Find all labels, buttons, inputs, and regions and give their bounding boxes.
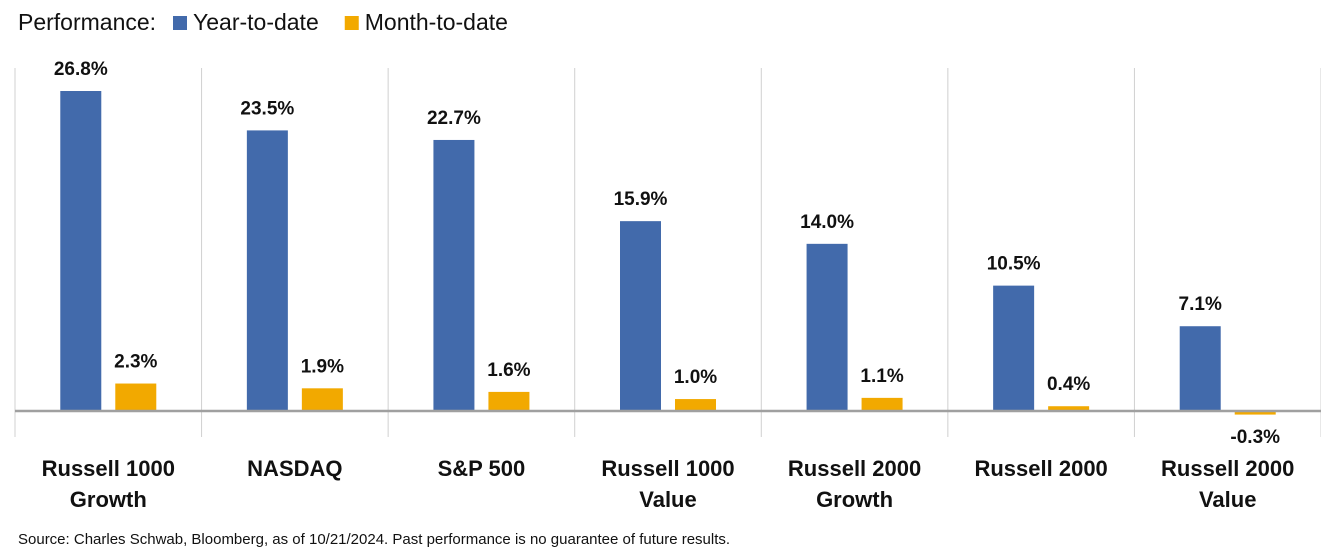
- bar: [433, 139, 475, 411]
- bar: [861, 397, 903, 411]
- value-label: 2.3%: [114, 352, 157, 373]
- value-label: 26.8%: [54, 59, 108, 80]
- bar: [1234, 411, 1276, 415]
- legend-label: Month-to-date: [365, 9, 508, 35]
- category-label: S&P 500: [437, 456, 526, 481]
- category-label: Russell 1000 Value: [601, 456, 735, 512]
- bar: [488, 391, 530, 411]
- bar: [246, 130, 288, 411]
- value-label: 1.6%: [487, 360, 530, 381]
- bar: [301, 388, 343, 411]
- value-label: 22.7%: [427, 108, 481, 129]
- value-label: 1.9%: [301, 356, 344, 377]
- bar: [993, 285, 1035, 411]
- value-label: 7.1%: [1179, 294, 1222, 315]
- value-label: 10.5%: [987, 254, 1041, 275]
- value-label: 1.1%: [860, 366, 903, 387]
- bar: [806, 243, 848, 411]
- bar: [1179, 326, 1221, 411]
- category-label: Russell 2000 Value: [1161, 456, 1295, 512]
- value-label: 15.9%: [614, 189, 668, 210]
- category-label: Russell 1000 Growth: [41, 456, 175, 512]
- value-label: 1.0%: [674, 367, 717, 388]
- legend-swatch: [344, 16, 359, 30]
- legend-title: Performance:: [18, 9, 156, 35]
- value-label: 0.4%: [1047, 374, 1090, 395]
- bar: [115, 383, 157, 411]
- bar: [675, 399, 716, 411]
- legend-swatch: [173, 16, 187, 30]
- bar: [1048, 406, 1090, 411]
- value-label: 14.0%: [800, 212, 854, 233]
- value-label: -0.3%: [1230, 427, 1280, 448]
- bar: [60, 91, 102, 411]
- source-note: Source: Charles Schwab, Bloomberg, as of…: [18, 531, 731, 548]
- category-label: Russell 2000: [974, 456, 1108, 481]
- legend-label: Year-to-date: [193, 9, 319, 35]
- bar: [620, 221, 661, 411]
- category-label: Russell 2000 Growth: [787, 456, 922, 512]
- category-label: NASDAQ: [247, 456, 343, 481]
- value-label: 23.5%: [240, 98, 294, 119]
